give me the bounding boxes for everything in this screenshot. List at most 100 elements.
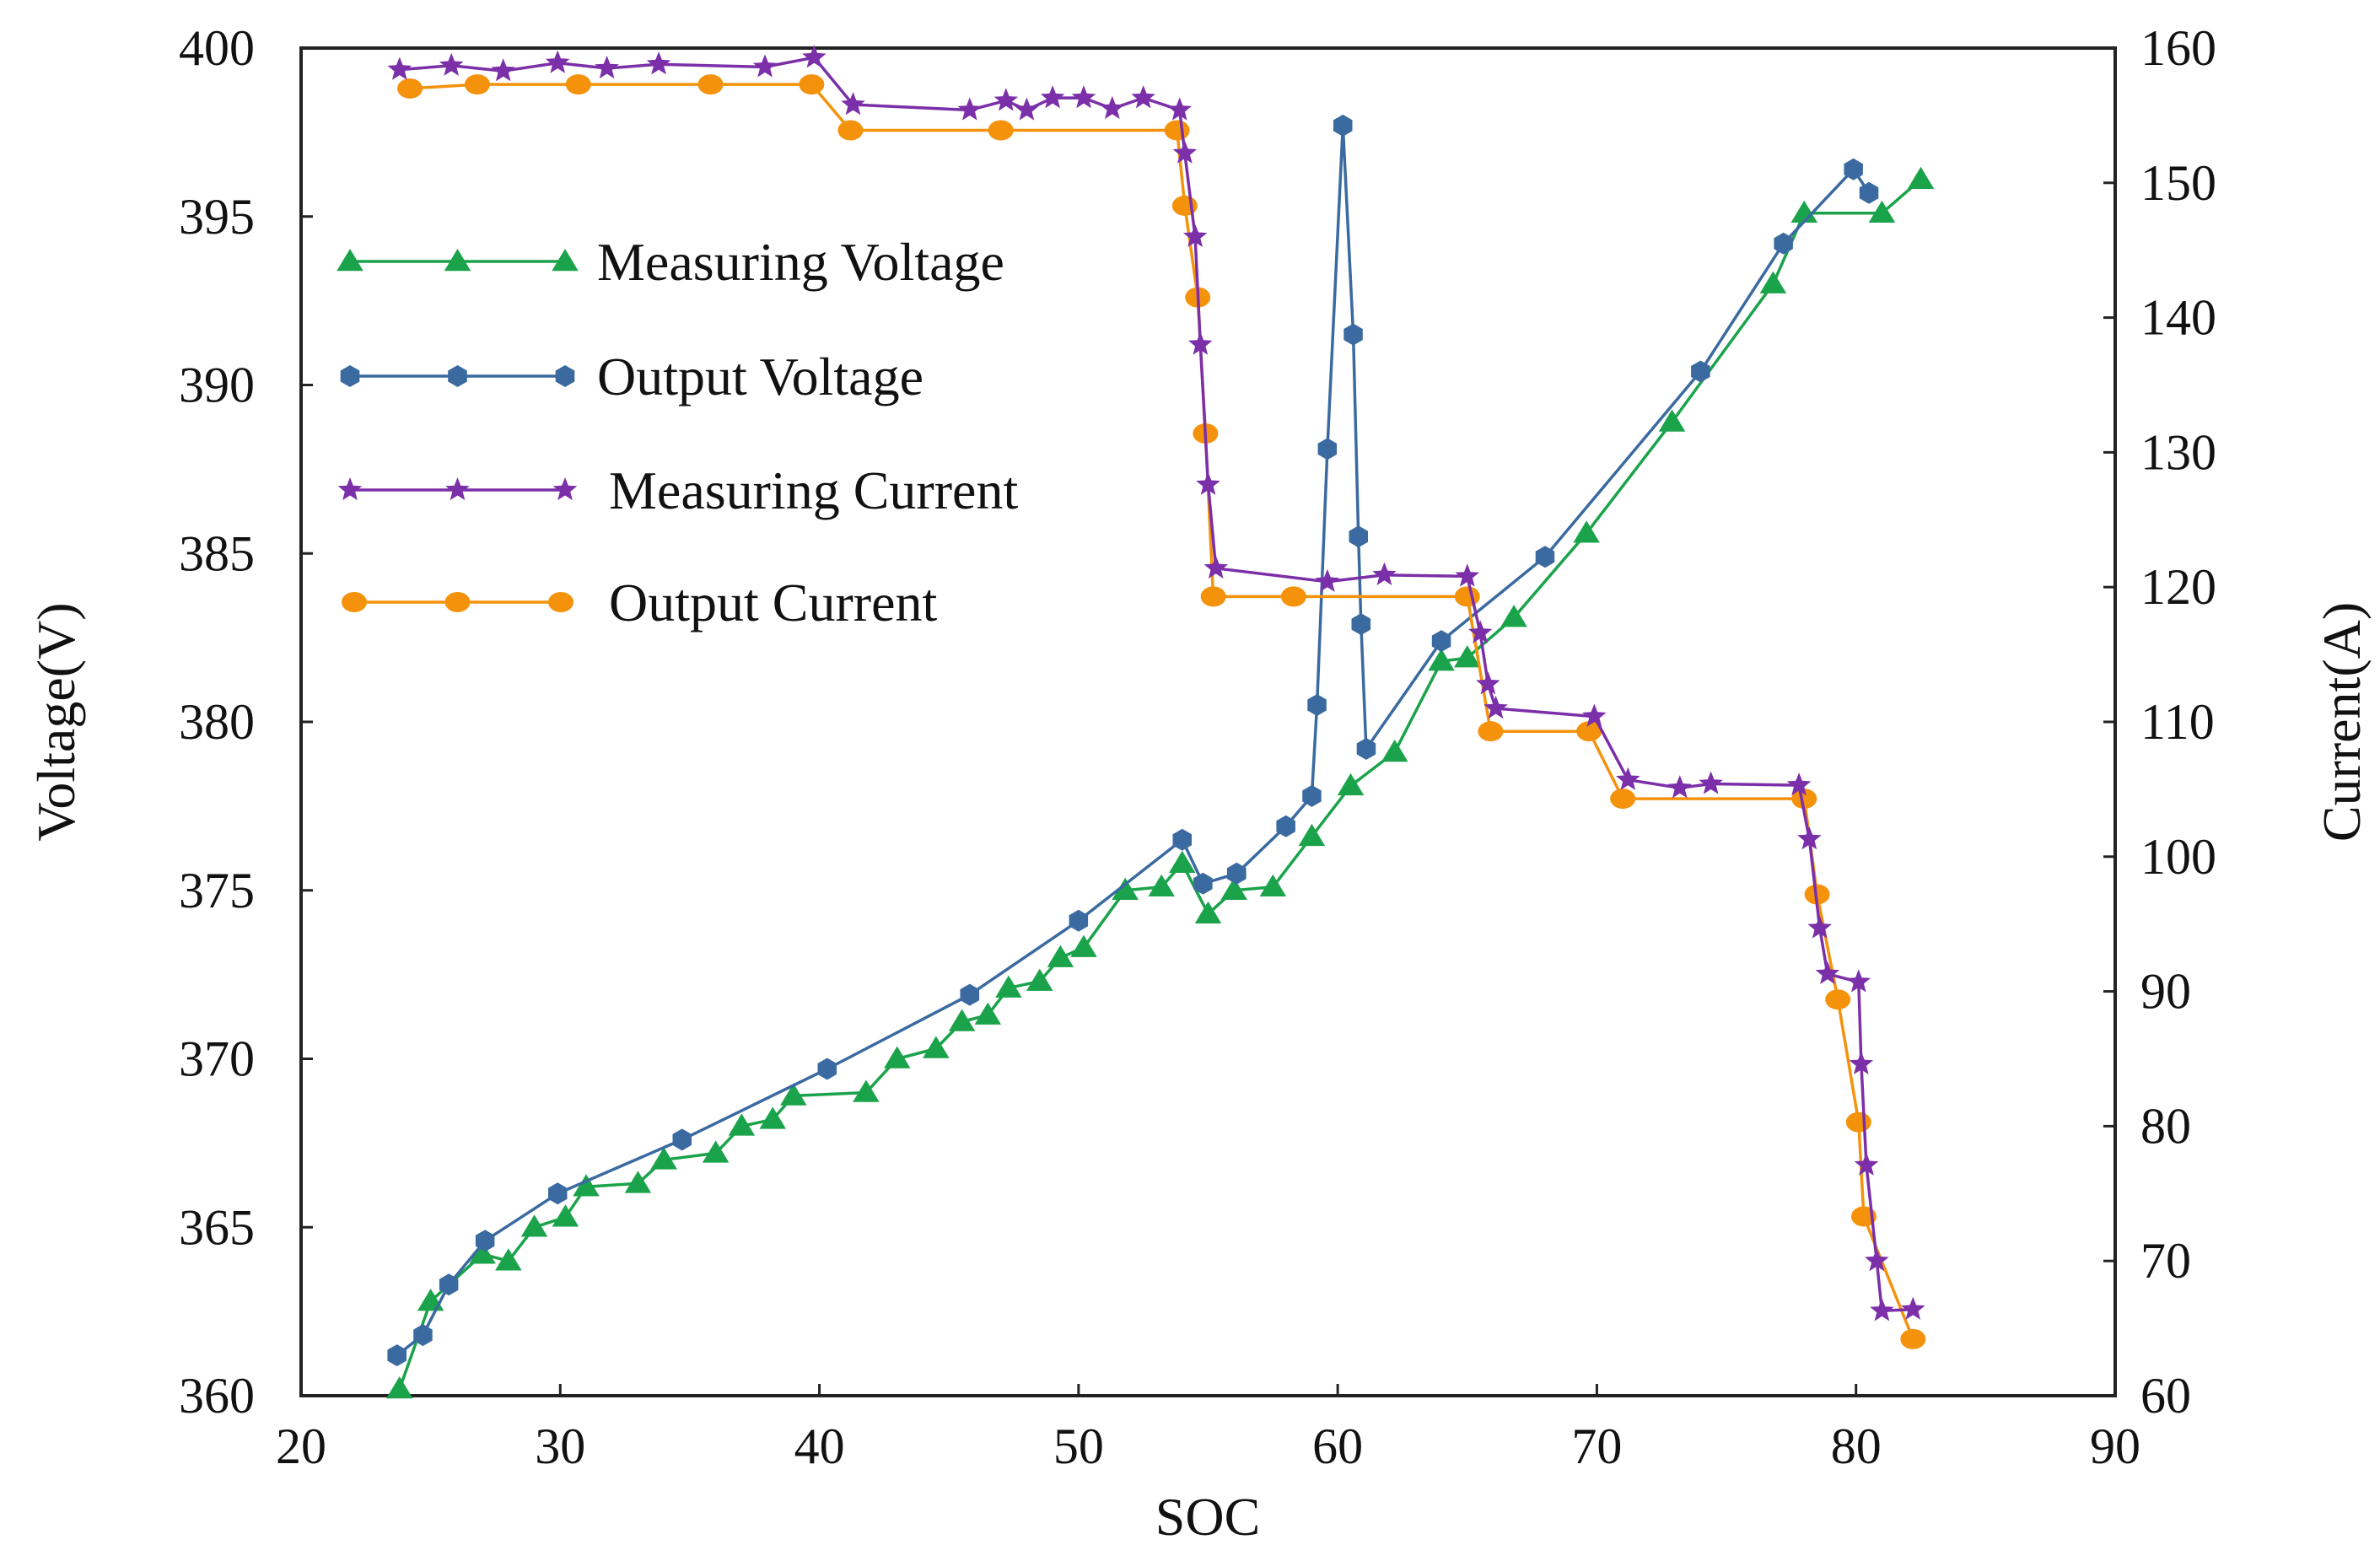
legend-marker xyxy=(444,249,471,272)
y-left-axis-title: Voltage(V) xyxy=(26,602,86,841)
x-tick-label: 20 xyxy=(276,1418,326,1474)
data-point-measuring-current xyxy=(802,45,827,68)
data-point-measuring-current xyxy=(1667,775,1692,799)
data-point-measuring-current xyxy=(1040,85,1065,109)
series-layer xyxy=(386,45,1935,1399)
data-point-measuring-current xyxy=(1846,969,1871,993)
data-point-output-current xyxy=(1845,1112,1871,1133)
data-point-measuring-current xyxy=(1131,85,1155,109)
data-point-measuring-voltage xyxy=(1148,874,1175,897)
data-point-measuring-current xyxy=(387,57,412,80)
data-point-measuring-current xyxy=(1167,97,1192,121)
data-point-measuring-current xyxy=(439,52,464,76)
data-point-output-current xyxy=(565,74,591,95)
legend-item-output-voltage: Output Voltage xyxy=(340,347,923,406)
data-point-output-current xyxy=(1791,789,1817,810)
series-measuring-voltage xyxy=(386,166,1935,1399)
data-point-measuring-current xyxy=(1797,826,1822,850)
data-point-output-current xyxy=(1454,586,1480,607)
data-point-measuring-voltage xyxy=(1169,850,1196,874)
data-point-measuring-voltage xyxy=(1907,166,1935,190)
data-point-output-current xyxy=(464,74,490,95)
x-ticks: 20 30 40 50 60 70 80 90 xyxy=(276,1384,2140,1474)
y-left-tick-label: 360 xyxy=(179,1368,255,1424)
data-point-measuring-current xyxy=(1699,771,1723,794)
y-left-tick-label: 375 xyxy=(179,863,255,918)
data-point-measuring-voltage xyxy=(1381,739,1408,762)
data-point-output-voltage xyxy=(1535,546,1555,568)
data-point-measuring-current xyxy=(1865,1248,1889,1272)
data-point-measuring-voltage xyxy=(1500,605,1527,627)
series-line-output-voltage xyxy=(396,124,1871,1357)
x-tick-label: 90 xyxy=(2090,1418,2140,1474)
x-axis-title: SOC xyxy=(1155,1487,1261,1547)
data-point-output-voltage xyxy=(413,1324,433,1347)
plot-area xyxy=(299,46,2117,1397)
data-point-output-voltage xyxy=(1859,181,1879,204)
x-tick-label: 60 xyxy=(1312,1418,1363,1474)
data-point-measuring-voltage xyxy=(1658,409,1686,432)
data-point-measuring-current xyxy=(1188,331,1213,355)
data-point-measuring-current xyxy=(993,88,1019,111)
data-point-output-voltage xyxy=(1276,815,1295,837)
data-point-measuring-current xyxy=(545,50,570,73)
data-point-measuring-current xyxy=(1854,1152,1879,1176)
data-point-measuring-voltage xyxy=(624,1171,652,1193)
legend-marker xyxy=(552,249,579,272)
legend-item-measuring-current: Measuring Current xyxy=(337,460,1018,520)
y-left-tick-label: 365 xyxy=(179,1199,255,1255)
data-point-output-voltage xyxy=(1774,232,1793,255)
y-right-tick-label: 90 xyxy=(2140,964,2191,1020)
data-point-measuring-current xyxy=(841,92,865,116)
data-point-output-voltage xyxy=(1356,738,1376,760)
legend-marker xyxy=(445,477,470,501)
data-point-measuring-current xyxy=(1476,671,1500,695)
legend-marker xyxy=(444,592,471,612)
legend-item-measuring-voltage: Measuring Voltage xyxy=(337,232,1004,292)
y-right-tick-label: 80 xyxy=(2140,1098,2191,1154)
data-point-measuring-voltage xyxy=(728,1113,756,1136)
x-tick-label: 70 xyxy=(1571,1418,1622,1474)
data-point-output-voltage xyxy=(1351,613,1371,636)
y-right-tick-label: 150 xyxy=(2140,155,2216,211)
data-point-output-current xyxy=(988,120,1014,141)
data-point-measuring-voltage xyxy=(1047,945,1074,967)
legend-label: Output Current xyxy=(609,573,938,632)
data-point-measuring-current xyxy=(595,56,619,79)
y-right-tick-label: 100 xyxy=(2140,829,2216,885)
data-point-output-current xyxy=(837,120,864,141)
data-point-output-voltage xyxy=(439,1273,459,1296)
data-point-measuring-current xyxy=(1455,563,1480,587)
data-point-measuring-voltage xyxy=(853,1079,880,1102)
y-right-tick-label: 60 xyxy=(2140,1368,2191,1424)
series-measuring-current xyxy=(387,45,1925,1321)
data-point-measuring-voltage xyxy=(1759,271,1787,293)
data-point-measuring-current xyxy=(1807,915,1832,939)
data-point-measuring-current xyxy=(1786,772,1812,796)
data-point-measuring-voltage xyxy=(1337,772,1365,796)
data-point-measuring-voltage xyxy=(520,1214,548,1237)
data-point-measuring-voltage xyxy=(1026,968,1053,991)
data-point-measuring-voltage xyxy=(650,1147,677,1170)
data-point-measuring-voltage xyxy=(469,1241,496,1264)
data-point-output-voltage xyxy=(475,1230,495,1252)
y-left-ticks: 360 365 370 375 380 385 390 395 400 xyxy=(179,20,313,1424)
data-point-output-voltage xyxy=(1069,909,1089,932)
y-right-tick-label: 140 xyxy=(2140,290,2216,346)
data-point-output-current xyxy=(697,74,724,95)
legend-item-output-current: Output Current xyxy=(342,573,938,632)
data-point-output-current xyxy=(397,78,423,99)
series-line-measuring-current xyxy=(399,56,1914,1313)
data-point-output-current xyxy=(799,74,825,95)
data-point-output-voltage xyxy=(1691,360,1710,383)
x-tick-label: 50 xyxy=(1053,1418,1104,1474)
legend-marker xyxy=(340,365,360,387)
data-point-measuring-voltage xyxy=(552,1204,579,1227)
data-point-measuring-voltage xyxy=(759,1106,787,1129)
data-point-output-voltage xyxy=(548,1182,568,1205)
data-point-output-current xyxy=(1200,586,1226,607)
data-point-measuring-current xyxy=(1172,140,1198,164)
y-left-tick-label: 400 xyxy=(179,20,255,76)
data-point-output-voltage xyxy=(1343,323,1363,346)
y-right-tick-label: 130 xyxy=(2140,424,2216,480)
